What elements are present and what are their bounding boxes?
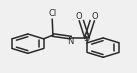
- Text: O: O: [92, 12, 98, 21]
- Text: O: O: [75, 12, 82, 21]
- Text: S: S: [84, 33, 90, 43]
- Text: N: N: [67, 37, 74, 46]
- Text: Cl: Cl: [48, 9, 56, 18]
